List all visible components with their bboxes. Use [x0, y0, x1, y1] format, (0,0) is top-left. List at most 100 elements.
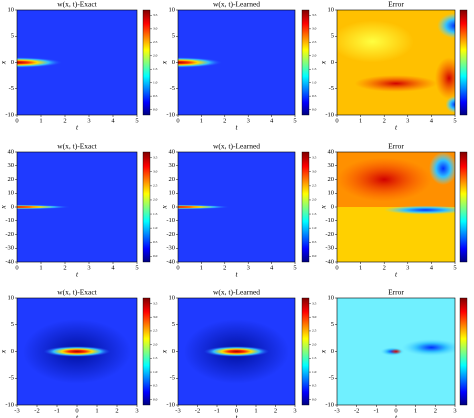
- colorbar-tick-label: 1.5: [312, 67, 317, 71]
- y-tick-label: 20: [169, 176, 176, 183]
- x-tick-label: 3: [453, 407, 456, 414]
- x-tick-label: 0: [394, 407, 397, 414]
- y-tick-label: -10: [325, 217, 334, 224]
- y-tick-label: -5: [9, 375, 14, 382]
- colorbar-tick-label: 2.0: [312, 54, 317, 58]
- heatmap: [178, 10, 295, 115]
- colorbar-tick-label: 3.5: [312, 155, 317, 159]
- colorbar-tick-label: 0.5: [153, 94, 158, 98]
- colorbar-tick-label: 0.5: [153, 240, 158, 244]
- x-tick-label: -3: [175, 407, 180, 414]
- y-tick-label: 0: [331, 59, 334, 66]
- panel-title: w(x, t)-Exact: [57, 142, 97, 151]
- colorbar: [301, 297, 310, 406]
- x-axis-label: t: [395, 413, 398, 418]
- colorbar: [301, 151, 310, 263]
- x-tick-label: -1: [54, 407, 59, 414]
- heatmap-peak: [17, 204, 71, 210]
- y-axis-label: x: [319, 205, 328, 210]
- y-tick-label: 5: [172, 321, 175, 328]
- y-tick-label: -10: [5, 401, 14, 408]
- x-tick-label: 2: [274, 407, 277, 414]
- heatmap: [178, 152, 295, 262]
- colorbar-tick-label: 3.5: [312, 301, 317, 305]
- x-tick-label: 0: [15, 117, 18, 124]
- y-tick-label: 5: [172, 33, 175, 40]
- x-tick-label: -2: [354, 407, 359, 414]
- x-tick-label: 1: [95, 407, 98, 414]
- heatmap-peak: [178, 204, 231, 210]
- y-tick-label: -5: [170, 375, 175, 382]
- colorbar-tick-label: 2.0: [312, 198, 317, 202]
- x-tick-label: 4: [430, 117, 434, 124]
- y-tick-label: -20: [166, 231, 175, 238]
- colorbar-tick-label: 0.0: [312, 107, 317, 111]
- x-tick-label: 0: [176, 264, 179, 271]
- heatmap-blob: [337, 157, 432, 202]
- y-tick-label: -5: [329, 85, 334, 92]
- y-tick-label: 20: [328, 176, 335, 183]
- x-tick-label: -1: [374, 407, 379, 414]
- x-tick-label: 5: [453, 117, 456, 124]
- colorbar-tick-label: 2.5: [312, 329, 317, 333]
- x-axis-label: t: [76, 123, 79, 132]
- y-tick-label: 30: [8, 162, 15, 169]
- y-tick-label: 5: [331, 33, 334, 40]
- y-tick-label: 10: [328, 6, 335, 13]
- heatmap-blob: [401, 338, 455, 357]
- panel-title: w(x, t)-Exact: [57, 0, 97, 9]
- x-tick-label: 1: [359, 117, 362, 124]
- colorbar-tick-label: 2.5: [312, 184, 317, 188]
- y-tick-label: -20: [325, 231, 334, 238]
- y-tick-label: -30: [325, 245, 334, 252]
- colorbar-tick-label: 2.5: [153, 329, 158, 333]
- colorbar-tick-label: 1.5: [312, 356, 317, 360]
- colorbar-tick-label: 0.5: [312, 94, 317, 98]
- colorbar-tick-label: 2.0: [153, 198, 158, 202]
- y-tick-label: 20: [8, 176, 15, 183]
- y-tick-label: -10: [166, 111, 175, 118]
- heatmap-blob: [337, 20, 414, 63]
- x-tick-label: 1: [414, 407, 417, 414]
- y-tick-label: 0: [11, 348, 14, 355]
- panel-title: Error: [388, 288, 404, 297]
- x-tick-label: 4: [111, 117, 115, 124]
- x-tick-label: 3: [87, 117, 90, 124]
- x-tick-label: -2: [195, 407, 200, 414]
- colorbar-tick-label: 1.0: [312, 226, 317, 230]
- x-axis-label: t: [395, 123, 398, 132]
- x-tick-label: 3: [247, 117, 250, 124]
- y-tick-label: 10: [328, 294, 335, 301]
- x-tick-label: 2: [63, 117, 66, 124]
- y-axis-label: x: [0, 205, 8, 210]
- y-tick-label: -10: [5, 111, 14, 118]
- heatmap-peak: [17, 57, 63, 68]
- panel-title: w(x, t)-Learned: [213, 142, 260, 151]
- y-tick-label: 10: [169, 294, 176, 301]
- y-tick-label: 5: [11, 321, 14, 328]
- colorbar-tick-label: 3.0: [153, 170, 158, 174]
- colorbar: [459, 297, 468, 406]
- x-tick-label: 5: [135, 264, 138, 271]
- x-tick-label: 1: [200, 117, 203, 124]
- x-tick-label: -1: [214, 407, 219, 414]
- colorbar-tick-label: 2.5: [153, 40, 158, 44]
- colorbar-tick-label: 1.0: [153, 226, 158, 230]
- panel: w(x, t)-Exact 0 1 2 3 4 5 -40 -30 -20 -10 0 10 20 30 40…: [0, 142, 158, 279]
- colorbar-tick-label: 1.5: [153, 356, 158, 360]
- y-tick-label: -20: [5, 231, 14, 238]
- heatmap-blob: [434, 57, 455, 100]
- x-tick-label: 1: [39, 264, 42, 271]
- x-tick-label: 1: [200, 264, 203, 271]
- colorbar-tick-label: 1.0: [312, 370, 317, 374]
- x-tick-label: 3: [87, 264, 90, 271]
- x-axis-label: t: [235, 270, 238, 279]
- heatmap-blob: [437, 13, 455, 39]
- colorbar: [301, 9, 310, 116]
- y-axis-label: x: [160, 60, 169, 65]
- colorbar-tick-label: 1.0: [153, 370, 158, 374]
- y-tick-label: -5: [329, 375, 334, 382]
- x-tick-label: 5: [453, 264, 456, 271]
- colorbar-tick-label: 1.5: [153, 67, 158, 71]
